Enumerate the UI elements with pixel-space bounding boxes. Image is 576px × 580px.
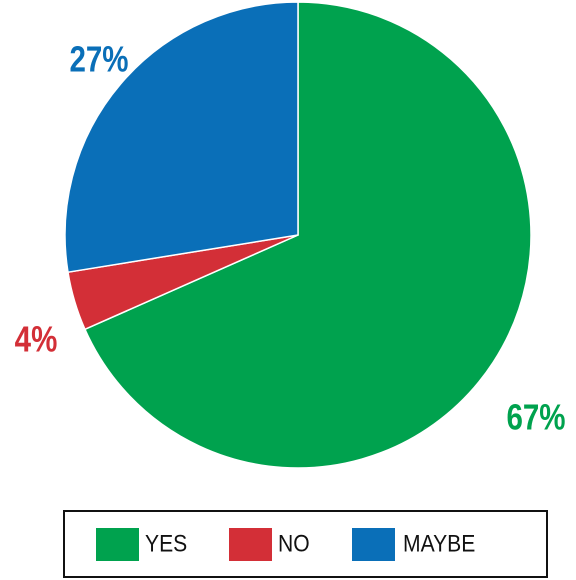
- pct-label-no: 4%: [15, 319, 58, 359]
- percentage-labels: 67% 4% 27%: [15, 39, 566, 437]
- legend-box: [63, 510, 548, 578]
- legend-swatch-maybe: [352, 528, 395, 561]
- pie-slice-yes: [83, 1, 532, 469]
- legend-label-yes: YES: [145, 530, 187, 557]
- legend-swatch-yes: [96, 528, 139, 561]
- legend-label-no: NO: [278, 530, 310, 557]
- pct-label-maybe: 27%: [69, 39, 128, 79]
- legend: YES NO MAYBE: [63, 510, 548, 578]
- legend-swatch-no: [229, 528, 272, 561]
- pie-slice-maybe: [64, 1, 299, 274]
- pct-label-yes: 67%: [506, 397, 565, 437]
- legend-label-maybe: MAYBE: [403, 530, 475, 557]
- pie-slices: [64, 1, 532, 469]
